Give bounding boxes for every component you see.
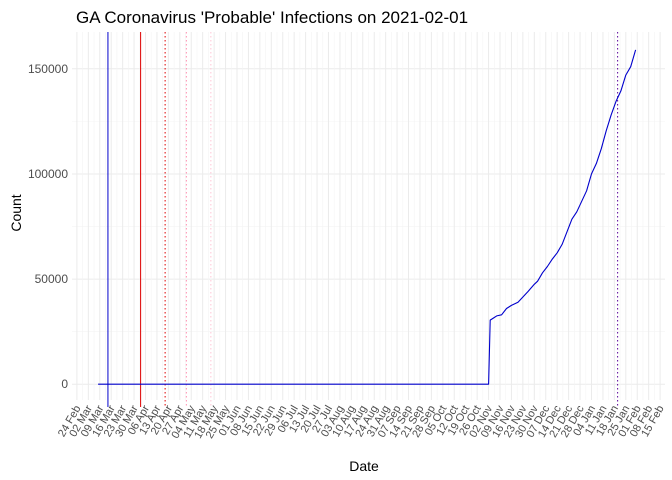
chart-title: GA Coronavirus 'Probable' Infections on … (76, 8, 468, 27)
y-tick-label: 50000 (35, 272, 69, 286)
y-axis-title: Count (8, 194, 24, 231)
grid-lines (72, 32, 665, 400)
y-tick-label: 100000 (28, 167, 68, 181)
y-tick-label: 0 (61, 377, 68, 391)
series-lines (98, 49, 637, 385)
series-line (98, 49, 637, 385)
reference-lines (107, 32, 619, 407)
y-axis-ticks: 0 50000 100000 150000 (28, 62, 68, 391)
y-tick-label: 150000 (28, 62, 68, 76)
x-axis-title: Date (349, 458, 379, 474)
